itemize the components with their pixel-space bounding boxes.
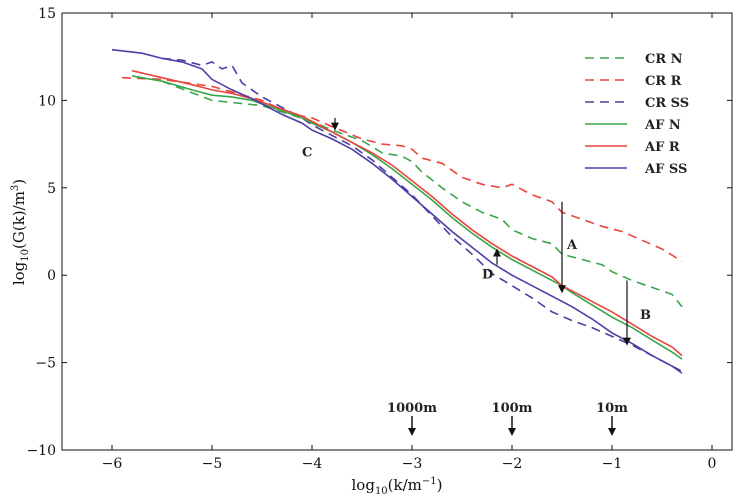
x-tick-label: 0	[708, 456, 717, 472]
y-tick-label: 15	[38, 6, 56, 22]
plot-frame	[61, 12, 733, 451]
series-line-cr-n	[161, 80, 683, 308]
scale-marker-label: 100m	[492, 401, 533, 416]
y-axis-label: log10(G(k)/m3)	[10, 179, 31, 285]
y-tick-label: −5	[35, 356, 56, 372]
annotation-label-d: D	[482, 268, 493, 283]
series-line-af-r	[131, 69, 683, 357]
series-line-af-ss	[111, 48, 683, 374]
x-tick-label: −5	[202, 456, 223, 472]
legend-label: AF R	[644, 140, 680, 155]
annotation-label-a: A	[566, 238, 578, 253]
y-tick-label: 5	[47, 181, 56, 197]
y-tick-label: 10	[38, 93, 56, 109]
scale-marker-label: 10m	[596, 401, 628, 416]
legend-label: AF SS	[644, 162, 687, 177]
scale-marker-label: 1000m	[387, 401, 437, 416]
legend-label: CR SS	[645, 96, 689, 111]
legend-label: AF N	[644, 118, 681, 133]
x-tick-label: −6	[102, 456, 123, 472]
annotation-label-c: C	[302, 145, 312, 160]
annotation-label-b: B	[640, 308, 651, 323]
y-tick-label: −10	[26, 443, 56, 459]
x-axis-label: log10(k/m−1)	[352, 476, 443, 497]
legend-label: CR R	[645, 74, 682, 89]
x-tick-label: −2	[502, 456, 523, 472]
y-tick-label: 0	[47, 268, 56, 284]
x-tick-label: −4	[302, 456, 323, 472]
series-line-cr-r	[121, 76, 683, 262]
series-line-cr-ss	[161, 57, 683, 373]
x-tick-label: −1	[602, 456, 623, 472]
series-line-af-n	[131, 75, 683, 360]
legend-label: CR N	[645, 52, 683, 67]
x-tick-label: −3	[402, 456, 423, 472]
